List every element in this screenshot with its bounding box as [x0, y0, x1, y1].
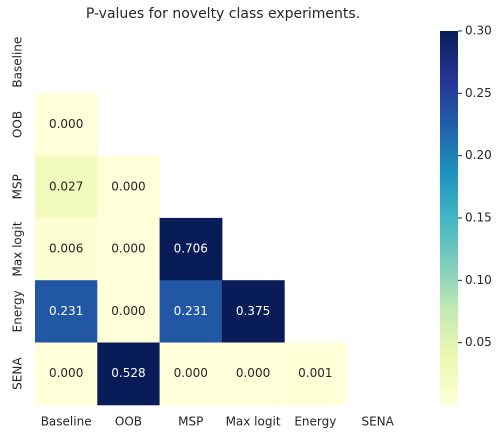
cell-label: 0.001	[298, 366, 332, 380]
heatmap-cell	[221, 280, 285, 343]
colorbar-tick-label: 0.30	[465, 24, 492, 38]
cell-label: 0.000	[236, 366, 270, 380]
cell-label: 0.231	[174, 304, 208, 318]
heatmap-cell	[97, 342, 161, 406]
heatmap-cell	[35, 280, 98, 343]
heatmap-cell	[35, 155, 98, 219]
x-tick-label: Baseline	[41, 415, 92, 429]
cell-label: 0.706	[174, 242, 208, 256]
colorbar	[440, 31, 458, 405]
x-tick-label: SENA	[361, 415, 394, 429]
heatmap-cell	[221, 342, 285, 406]
y-tick-label: MSP	[11, 174, 25, 199]
cell-label: 0.231	[49, 304, 83, 318]
colorbar-tick-label: 0.15	[465, 211, 492, 225]
heatmap-cell	[35, 217, 98, 281]
y-tick-label: Energy	[11, 290, 25, 332]
cell-label: 0.000	[49, 366, 83, 380]
cell-label: 0.027	[49, 179, 83, 193]
colorbar-tick-label: 0.25	[465, 86, 492, 100]
y-tick-label: Max logit	[11, 221, 25, 276]
colorbar-tick-label: 0.10	[465, 273, 492, 287]
colorbar-tick-label: 0.05	[465, 335, 492, 349]
cell-label: 0.006	[49, 242, 83, 256]
chart-title: P-values for novelty class experiments.	[86, 6, 360, 22]
y-tick-label: OOB	[11, 111, 25, 138]
heatmap-cell	[97, 155, 161, 219]
x-tick-label: MSP	[178, 415, 203, 429]
cell-label: 0.375	[236, 304, 270, 318]
x-tick-label: OOB	[115, 415, 142, 429]
cell-label: 0.000	[111, 242, 145, 256]
heatmap-cell	[159, 217, 223, 281]
cell-label: 0.000	[49, 117, 83, 131]
cell-label: 0.528	[111, 366, 145, 380]
heatmap-cell	[159, 280, 223, 343]
heatmap-cell	[35, 93, 98, 157]
y-tick-label: Baseline	[11, 37, 25, 88]
colorbar-tick-label: 0.20	[465, 148, 492, 162]
heatmap-cell	[159, 342, 223, 406]
heatmap-cell	[97, 280, 161, 343]
x-tick-label: Energy	[294, 415, 336, 429]
cell-label: 0.000	[174, 366, 208, 380]
heatmap-cell	[35, 342, 98, 406]
cell-label: 0.000	[111, 179, 145, 193]
heatmap-cell	[284, 342, 347, 406]
y-tick-label: SENA	[11, 357, 25, 390]
heatmap-cell	[97, 217, 161, 281]
x-tick-label: Max logit	[226, 415, 281, 429]
cell-label: 0.000	[111, 304, 145, 318]
